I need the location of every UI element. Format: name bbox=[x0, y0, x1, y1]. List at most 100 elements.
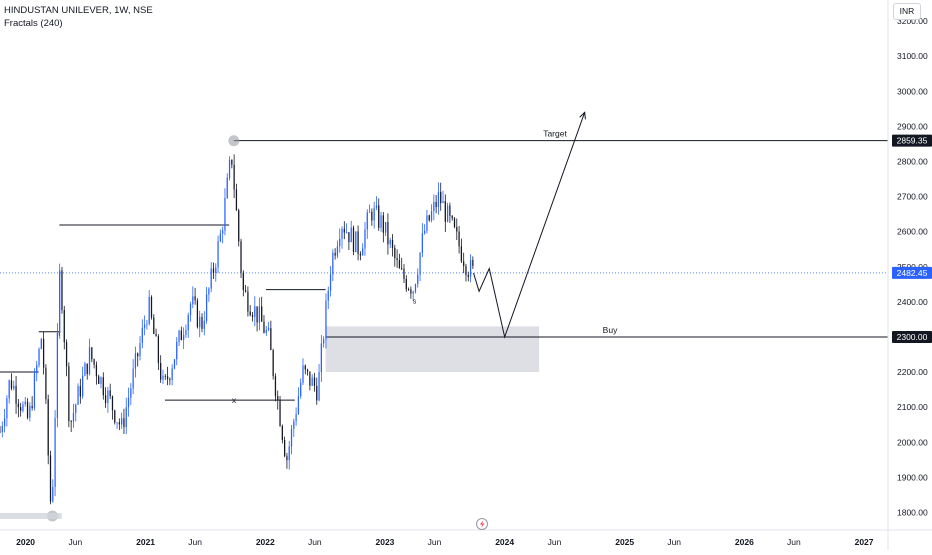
candle[interactable] bbox=[424, 224, 426, 235]
candle[interactable] bbox=[355, 231, 357, 253]
candle[interactable] bbox=[134, 346, 137, 378]
candle[interactable] bbox=[329, 266, 332, 297]
candle[interactable] bbox=[265, 325, 267, 336]
candle[interactable] bbox=[111, 395, 114, 420]
candle[interactable] bbox=[169, 377, 171, 386]
candle[interactable] bbox=[345, 223, 348, 234]
candle[interactable] bbox=[391, 234, 394, 257]
candle[interactable] bbox=[463, 252, 465, 274]
candle[interactable] bbox=[389, 237, 391, 248]
candle[interactable] bbox=[316, 377, 318, 405]
candle[interactable] bbox=[75, 403, 77, 422]
candle[interactable] bbox=[24, 397, 26, 407]
candle[interactable] bbox=[114, 409, 116, 425]
candle[interactable] bbox=[295, 407, 297, 426]
candle[interactable] bbox=[139, 336, 141, 361]
candle[interactable] bbox=[157, 334, 160, 370]
candle[interactable] bbox=[242, 270, 244, 297]
candle[interactable] bbox=[318, 363, 320, 402]
candle[interactable] bbox=[412, 290, 414, 301]
candle[interactable] bbox=[178, 329, 180, 347]
candle[interactable] bbox=[258, 297, 261, 331]
candle[interactable] bbox=[183, 327, 185, 349]
candle[interactable] bbox=[125, 397, 127, 435]
candle[interactable] bbox=[348, 232, 350, 251]
candle[interactable] bbox=[375, 196, 378, 211]
candle[interactable] bbox=[373, 201, 375, 229]
currency-badge[interactable]: INR bbox=[893, 3, 921, 20]
candle[interactable] bbox=[199, 310, 201, 338]
candle[interactable] bbox=[343, 221, 345, 240]
candle[interactable] bbox=[33, 368, 36, 411]
candle[interactable] bbox=[212, 262, 215, 279]
candle[interactable] bbox=[359, 251, 362, 261]
candle[interactable] bbox=[357, 225, 359, 261]
candle[interactable] bbox=[323, 336, 325, 348]
candle[interactable] bbox=[274, 373, 277, 402]
candle[interactable] bbox=[371, 208, 373, 226]
candle[interactable] bbox=[59, 263, 61, 339]
candle[interactable] bbox=[341, 226, 343, 249]
candle[interactable] bbox=[171, 364, 173, 386]
candle[interactable] bbox=[176, 337, 178, 366]
candle[interactable] bbox=[302, 358, 304, 386]
candle[interactable] bbox=[270, 320, 272, 351]
candle[interactable] bbox=[116, 422, 118, 429]
candle[interactable] bbox=[70, 420, 72, 432]
candle[interactable] bbox=[29, 402, 31, 422]
candle[interactable] bbox=[332, 249, 334, 282]
candle[interactable] bbox=[240, 238, 242, 279]
candle[interactable] bbox=[277, 390, 279, 410]
candle[interactable] bbox=[437, 182, 440, 215]
candle[interactable] bbox=[467, 271, 469, 282]
candle[interactable] bbox=[192, 286, 194, 309]
candle[interactable] bbox=[52, 479, 54, 503]
candle[interactable] bbox=[256, 306, 258, 332]
candle[interactable] bbox=[247, 286, 249, 317]
candle[interactable] bbox=[79, 378, 81, 404]
candle[interactable] bbox=[3, 409, 6, 433]
candle[interactable] bbox=[286, 452, 288, 469]
candle[interactable] bbox=[284, 436, 286, 458]
candle[interactable] bbox=[428, 214, 430, 222]
candle[interactable] bbox=[267, 321, 270, 332]
candle[interactable] bbox=[401, 257, 403, 270]
candle[interactable] bbox=[380, 211, 382, 232]
candle[interactable] bbox=[72, 403, 75, 428]
candle[interactable] bbox=[384, 222, 387, 237]
candle[interactable] bbox=[17, 398, 19, 418]
candle[interactable] bbox=[304, 364, 306, 375]
candle[interactable] bbox=[107, 386, 109, 413]
candle[interactable] bbox=[185, 324, 187, 338]
candle[interactable] bbox=[6, 395, 8, 427]
candle[interactable] bbox=[456, 218, 458, 240]
candle[interactable] bbox=[458, 225, 460, 254]
candle[interactable] bbox=[414, 283, 417, 294]
candle[interactable] bbox=[68, 362, 70, 428]
candle[interactable] bbox=[398, 253, 401, 269]
candle[interactable] bbox=[244, 284, 247, 293]
candle[interactable] bbox=[208, 287, 210, 302]
candle[interactable] bbox=[378, 198, 380, 231]
candle[interactable] bbox=[45, 364, 47, 404]
candle[interactable] bbox=[251, 312, 254, 322]
candle[interactable] bbox=[201, 313, 203, 333]
candle[interactable] bbox=[405, 275, 407, 292]
candle[interactable] bbox=[91, 346, 93, 363]
candle[interactable] bbox=[65, 339, 68, 377]
candle[interactable] bbox=[288, 441, 290, 470]
candle[interactable] bbox=[164, 374, 166, 380]
candle[interactable] bbox=[309, 371, 311, 391]
candle[interactable] bbox=[100, 376, 102, 389]
candle[interactable] bbox=[368, 204, 371, 213]
candle[interactable] bbox=[261, 296, 263, 322]
candle[interactable] bbox=[325, 293, 327, 349]
candle[interactable] bbox=[84, 361, 86, 377]
candle[interactable] bbox=[86, 363, 88, 380]
candle[interactable] bbox=[205, 286, 208, 324]
candle[interactable] bbox=[387, 213, 389, 255]
candle[interactable] bbox=[130, 383, 132, 406]
candle[interactable] bbox=[148, 290, 150, 326]
candle[interactable] bbox=[127, 387, 130, 417]
candle[interactable] bbox=[121, 412, 123, 429]
